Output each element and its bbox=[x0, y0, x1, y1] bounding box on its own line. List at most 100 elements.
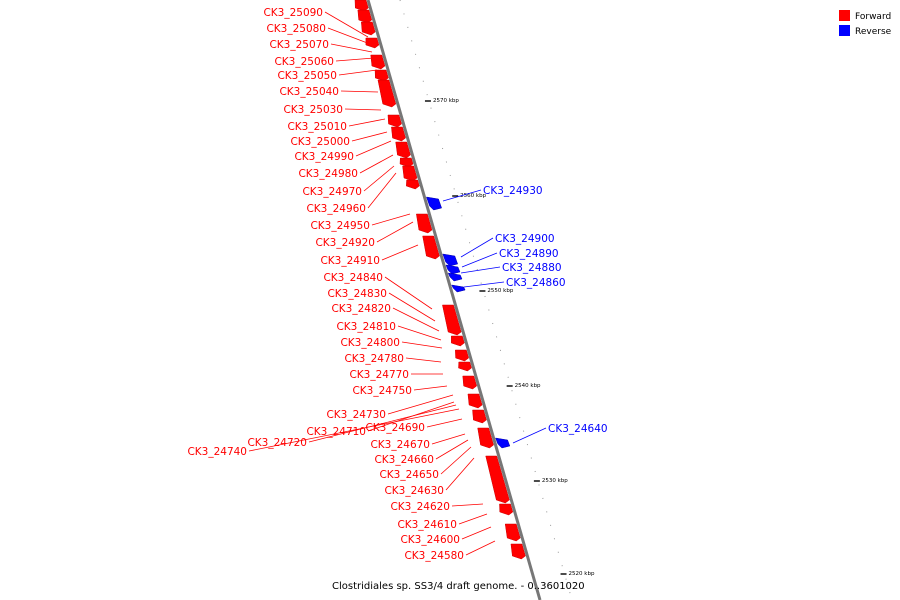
forward-leader-line bbox=[392, 307, 440, 332]
gene-label-ck3-24800[interactable]: CK3_24800 bbox=[340, 337, 400, 349]
gene-label-ck3-25060[interactable]: CK3_25060 bbox=[274, 56, 334, 68]
gene-label-ck3-25010[interactable]: CK3_25010 bbox=[287, 121, 347, 133]
reverse-leader-line bbox=[460, 266, 501, 274]
forward-leader-line bbox=[335, 57, 375, 62]
gene-labels: CK3_25090 CK3_25080 CK3_25070 CK3_25060 CK3_… bbox=[187, 7, 607, 562]
reverse-leader-line bbox=[460, 237, 494, 258]
genome-caption: Clostridiales sp. SS3/4 draft genome. - … bbox=[332, 581, 585, 592]
gene-label-ck3-24750[interactable]: CK3_24750 bbox=[352, 385, 412, 397]
gene-label-ck3-24620[interactable]: CK3_24620 bbox=[390, 501, 450, 513]
forward-leader-line bbox=[413, 385, 448, 391]
reverse-gene-block bbox=[447, 272, 463, 282]
gene-label-ck3-25090[interactable]: CK3_25090 bbox=[263, 7, 323, 19]
forward-leader-line bbox=[465, 540, 496, 556]
gene-label-ck3-24610[interactable]: CK3_24610 bbox=[397, 519, 457, 531]
gene-label-ck3-24640[interactable]: CK3_24640 bbox=[548, 423, 608, 435]
scale-tick-label: 2560 kbp bbox=[460, 193, 486, 199]
gene-label-ck3-24990[interactable]: CK3_24990 bbox=[294, 151, 354, 163]
gene-label-ck3-24600[interactable]: CK3_24600 bbox=[400, 534, 460, 546]
gene-label-ck3-24630[interactable]: CK3_24630 bbox=[384, 485, 444, 497]
gene-label-ck3-24920[interactable]: CK3_24920 bbox=[315, 237, 375, 249]
gene-label-ck3-24770[interactable]: CK3_24770 bbox=[349, 369, 409, 381]
gene-label-ck3-25030[interactable]: CK3_25030 bbox=[283, 104, 343, 116]
gene-label-ck3-24980[interactable]: CK3_24980 bbox=[298, 168, 358, 180]
forward-leader-line bbox=[451, 503, 484, 507]
gene-label-ck3-25040[interactable]: CK3_25040 bbox=[279, 86, 339, 98]
gene-label-ck3-24730[interactable]: CK3_24730 bbox=[326, 409, 386, 421]
forward-leader-line bbox=[324, 11, 369, 38]
reverse-gene-block bbox=[495, 437, 511, 449]
forward-gene-block bbox=[370, 54, 386, 70]
reverse-gene-block bbox=[445, 264, 461, 275]
forward-gene-block bbox=[416, 213, 433, 234]
reverse-leader-line bbox=[442, 189, 482, 202]
gene-label-ck3-24720[interactable]: CK3_24720 bbox=[247, 437, 307, 449]
legend-reverse-label: Reverse bbox=[855, 27, 892, 37]
forward-leader-line bbox=[426, 418, 463, 428]
gene-label-ck3-24810[interactable]: CK3_24810 bbox=[336, 321, 396, 333]
forward-leader-line bbox=[330, 43, 373, 53]
genome-backbone bbox=[366, 0, 542, 600]
forward-leader-line bbox=[351, 131, 388, 142]
gene-label-ck3-24840[interactable]: CK3_24840 bbox=[323, 272, 383, 284]
forward-leader-line bbox=[367, 172, 397, 209]
forward-leader-line bbox=[397, 325, 442, 341]
forward-leader-line bbox=[445, 457, 475, 491]
gene-label-ck3-24910[interactable]: CK3_24910 bbox=[320, 255, 380, 267]
gene-label-ck3-24660[interactable]: CK3_24660 bbox=[374, 454, 434, 466]
reverse-gene-block bbox=[442, 253, 459, 267]
gene-label-ck3-24710[interactable]: CK3_24710 bbox=[306, 426, 366, 438]
forward-gene-block bbox=[374, 69, 389, 82]
forward-leader-line bbox=[338, 69, 378, 76]
gene-label-ck3-24880[interactable]: CK3_24880 bbox=[502, 262, 562, 274]
forward-leader-line bbox=[405, 357, 442, 363]
gene-label-ck3-25070[interactable]: CK3_25070 bbox=[269, 39, 329, 51]
forward-gene-block bbox=[354, 0, 369, 12]
forward-gene-block bbox=[485, 455, 510, 504]
legend-reverse-swatch bbox=[839, 25, 850, 36]
gene-label-ck3-25050[interactable]: CK3_25050 bbox=[277, 70, 337, 82]
gene-label-ck3-24780[interactable]: CK3_24780 bbox=[344, 353, 404, 365]
forward-leader-line bbox=[388, 292, 436, 322]
forward-leader-line bbox=[327, 27, 371, 45]
forward-gene-block bbox=[402, 165, 418, 182]
scale-tick-label: 2530 kbp bbox=[542, 478, 568, 484]
gene-label-ck3-24580[interactable]: CK3_24580 bbox=[404, 550, 464, 562]
reverse-leader-line bbox=[512, 427, 547, 444]
forward-leader-line bbox=[348, 118, 386, 127]
gene-label-ck3-24650[interactable]: CK3_24650 bbox=[379, 469, 439, 481]
forward-gene-block bbox=[472, 409, 487, 424]
forward-gene-block bbox=[422, 235, 440, 260]
forward-leader-line bbox=[376, 221, 414, 243]
gene-label-ck3-24960[interactable]: CK3_24960 bbox=[306, 203, 366, 215]
gene-label-ck3-24970[interactable]: CK3_24970 bbox=[302, 186, 362, 198]
scale-tick-label: 2520 kbp bbox=[569, 571, 595, 577]
forward-gene-block bbox=[442, 304, 462, 336]
forward-gene-block bbox=[406, 179, 420, 190]
forward-gene-block bbox=[458, 361, 472, 372]
forward-leader-line bbox=[248, 408, 460, 452]
reverse-gene-blocks bbox=[426, 196, 511, 449]
gene-label-ck3-24860[interactable]: CK3_24860 bbox=[506, 277, 566, 289]
gene-label-ck3-24670[interactable]: CK3_24670 bbox=[370, 439, 430, 451]
forward-leader-line bbox=[431, 433, 466, 445]
forward-gene-blocks bbox=[354, 0, 526, 560]
gene-label-ck3-24740[interactable]: CK3_24740 bbox=[187, 446, 247, 458]
gene-label-ck3-24830[interactable]: CK3_24830 bbox=[327, 288, 387, 300]
gene-label-ck3-24690[interactable]: CK3_24690 bbox=[365, 422, 425, 434]
forward-leader-line bbox=[440, 446, 472, 475]
forward-leader-line bbox=[371, 213, 411, 226]
gene-label-ck3-25000[interactable]: CK3_25000 bbox=[290, 136, 350, 148]
forward-gene-block bbox=[455, 349, 469, 362]
scale-tick-label: 2570 kbp bbox=[433, 98, 459, 104]
gene-label-ck3-24950[interactable]: CK3_24950 bbox=[310, 220, 370, 232]
gene-label-ck3-24900[interactable]: CK3_24900 bbox=[495, 233, 555, 245]
gene-label-ck3-24930[interactable]: CK3_24930 bbox=[483, 185, 543, 197]
gene-label-ck3-24890[interactable]: CK3_24890 bbox=[499, 248, 559, 260]
reverse-gene-block bbox=[451, 284, 466, 293]
gene-label-ck3-25080[interactable]: CK3_25080 bbox=[266, 23, 326, 35]
gene-label-ck3-24820[interactable]: CK3_24820 bbox=[331, 303, 391, 315]
forward-gene-block bbox=[399, 157, 414, 168]
forward-gene-block bbox=[462, 375, 477, 390]
legend: Forward Reverse bbox=[839, 10, 892, 37]
